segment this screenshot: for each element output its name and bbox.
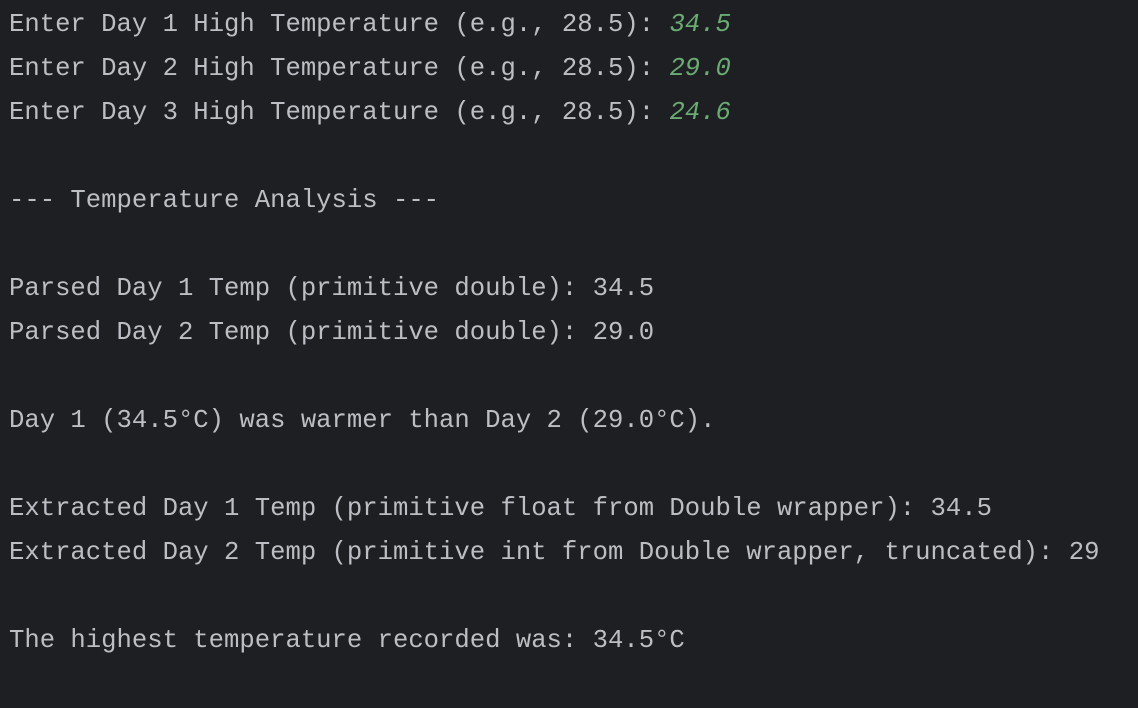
blank-line <box>9 135 1134 179</box>
console-output: Enter Day 1 High Temperature (e.g., 28.5… <box>9 3 1134 663</box>
user-input: 24.6 <box>669 98 731 127</box>
console-line: Extracted Day 2 Temp (primitive int from… <box>9 531 1134 575</box>
console-line: Enter Day 1 High Temperature (e.g., 28.5… <box>9 3 1134 47</box>
console-line: Day 1 (34.5°C) was warmer than Day 2 (29… <box>9 399 1134 443</box>
prompt: Enter Day 2 High Temperature (e.g., 28.5… <box>9 54 655 83</box>
user-input: 34.5 <box>669 10 731 39</box>
console-line: Parsed Day 2 Temp (primitive double): 29… <box>9 311 1134 355</box>
console-line: Enter Day 2 High Temperature (e.g., 28.5… <box>9 47 1134 91</box>
console-line: Parsed Day 1 Temp (primitive double): 34… <box>9 267 1134 311</box>
output-text: Extracted Day 2 Temp (primitive int from… <box>9 538 1100 567</box>
console-line: Enter Day 3 High Temperature (e.g., 28.5… <box>9 91 1134 135</box>
prompt: Enter Day 1 High Temperature (e.g., 28.5… <box>9 10 655 39</box>
output-text: Extracted Day 1 Temp (primitive float fr… <box>9 494 992 523</box>
console-line: The highest temperature recorded was: 34… <box>9 619 1134 663</box>
blank-line <box>9 223 1134 267</box>
blank-line <box>9 575 1134 619</box>
prompt: Enter Day 3 High Temperature (e.g., 28.5… <box>9 98 655 127</box>
output-text: Parsed Day 1 Temp (primitive double): 34… <box>9 274 655 303</box>
console-line: Extracted Day 1 Temp (primitive float fr… <box>9 487 1134 531</box>
blank-line <box>9 443 1134 487</box>
user-input: 29.0 <box>669 54 731 83</box>
console-line: --- Temperature Analysis --- <box>9 179 1134 223</box>
output-text: Parsed Day 2 Temp (primitive double): 29… <box>9 318 655 347</box>
blank-line <box>9 355 1134 399</box>
output-text: The highest temperature recorded was: 34… <box>9 626 685 655</box>
output-text: --- Temperature Analysis --- <box>9 186 440 215</box>
output-text: Day 1 (34.5°C) was warmer than Day 2 (29… <box>9 406 716 435</box>
